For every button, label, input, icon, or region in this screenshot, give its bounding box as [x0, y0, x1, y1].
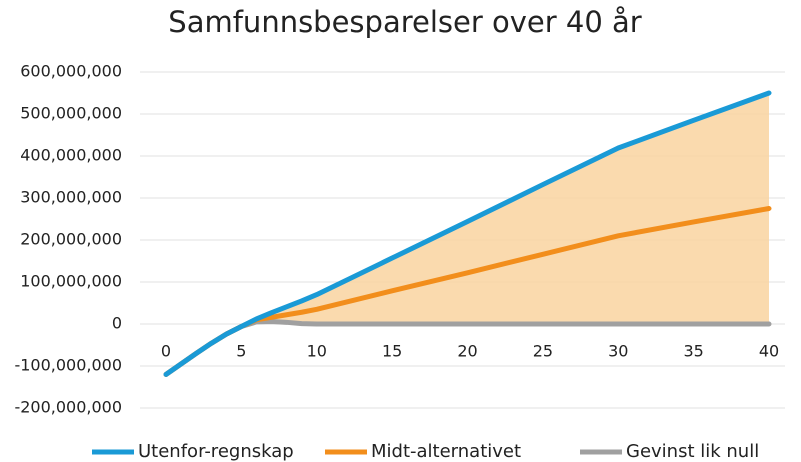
x-tick-label: 15 — [382, 342, 402, 361]
x-tick-label: 10 — [307, 342, 327, 361]
x-tick-label: 5 — [236, 342, 246, 361]
legend-label: Midt-alternativet — [371, 441, 521, 462]
x-tick-label: 30 — [608, 342, 628, 361]
y-tick-label: 100,000,000 — [20, 272, 122, 291]
area — [166, 93, 769, 324]
chart-title: Samfunnsbesparelser over 40 år — [168, 5, 641, 39]
x-tick-label: 20 — [457, 342, 477, 361]
y-tick-label: 200,000,000 — [20, 230, 122, 249]
x-tick-label: 0 — [161, 342, 171, 361]
y-tick-label: 0 — [112, 314, 122, 333]
legend-label: Utenfor-regnskap — [138, 441, 294, 462]
line — [163, 90, 772, 377]
y-tick-label: 600,000,000 — [20, 62, 122, 81]
x-tick-label: 40 — [759, 342, 779, 361]
y-tick-label: 400,000,000 — [20, 146, 122, 165]
x-tick-label: 35 — [683, 342, 703, 361]
y-tick-label: -200,000,000 — [14, 398, 122, 417]
y-tick-label: -100,000,000 — [14, 356, 122, 375]
y-tick-label: 300,000,000 — [20, 188, 122, 207]
y-tick-label: 500,000,000 — [20, 104, 122, 123]
x-tick-label: 25 — [533, 342, 553, 361]
legend-label: Gevinst lik null — [626, 441, 759, 462]
